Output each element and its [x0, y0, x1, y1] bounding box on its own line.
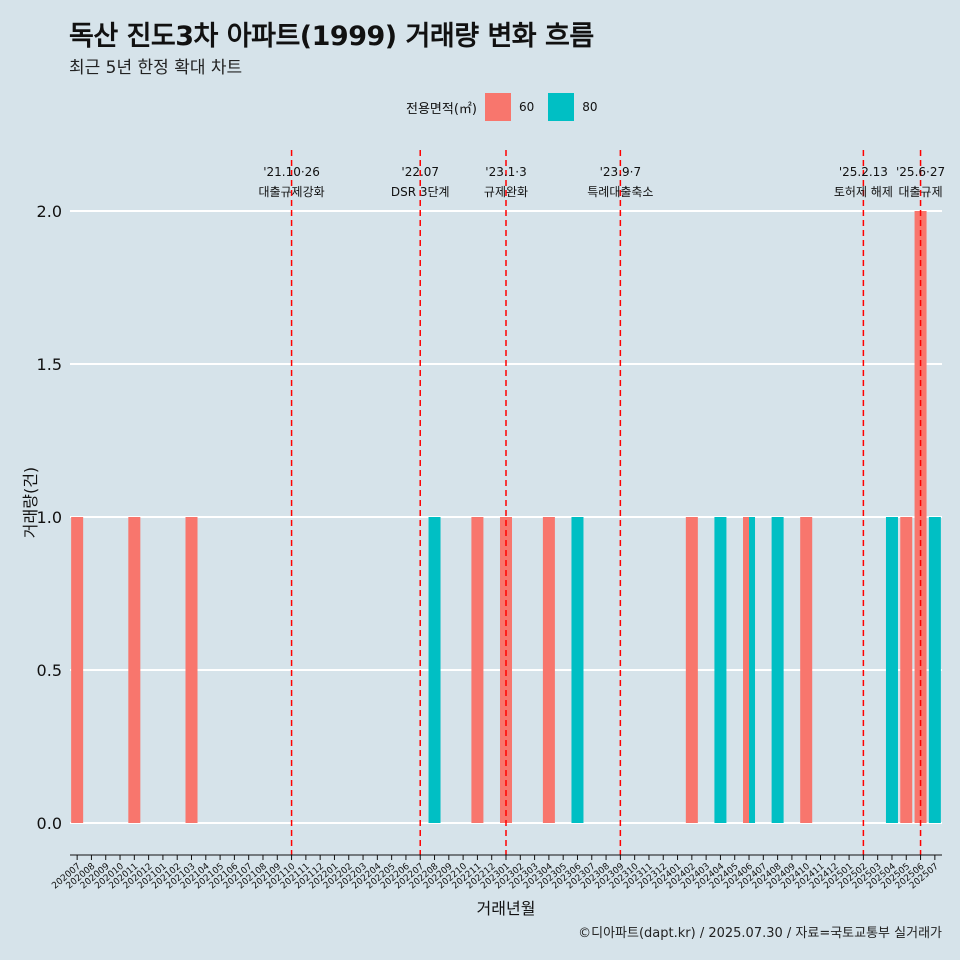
bar-80-202406 [749, 517, 756, 823]
legend-key-60 [484, 93, 511, 121]
bar-60-202506 [914, 211, 927, 823]
legend-label-60: 60 [518, 100, 535, 114]
bar-80-202306 [571, 517, 584, 823]
caption: ©디아파트(dapt.kr) / 2025.07.30 / 자료=국토교통부 실… [578, 926, 942, 941]
bar-60-202410 [800, 517, 813, 823]
event-label: 특례대출축소 [587, 185, 653, 199]
event-label: 규제완화 [484, 185, 528, 199]
event-label: 대출규제 [898, 185, 942, 199]
event-date: '25.2.13 [839, 165, 888, 179]
bar-80-202507 [928, 517, 941, 823]
bar-80-202404 [714, 517, 727, 823]
chart-title: 독산 진도3차 아파트(1999) 거래량 변화 흐름 [69, 21, 594, 52]
legend-label-80: 80 [582, 100, 598, 114]
bar-80-202408 [771, 517, 784, 823]
legend-key-80 [548, 93, 575, 121]
bar-80-202208 [428, 517, 441, 823]
y-tick-label: 1.0 [37, 508, 62, 527]
bar-60-202103 [185, 517, 198, 823]
event-date: '22.07 [401, 165, 439, 179]
event-date: '23.1·3 [485, 165, 526, 179]
legend-title: 전용면적(㎡) [406, 101, 477, 117]
bar-60-202505 [900, 517, 913, 823]
event-date: '23.9·7 [600, 165, 641, 179]
bar-60-202402 [685, 517, 698, 823]
legend: 전용면적(㎡) 60 80 [406, 92, 612, 122]
event-date: '25.6·27 [896, 165, 945, 179]
bar-80-202504 [885, 517, 898, 823]
bar-60-202406 [743, 517, 750, 823]
y-tick-label: 2.0 [37, 202, 62, 221]
event-label: DSR 3단계 [391, 185, 450, 199]
chart-subtitle: 최근 5년 한정 확대 차트 [69, 58, 243, 78]
y-tick-label: 1.5 [37, 355, 62, 374]
x-axis-title: 거래년월 [477, 899, 536, 918]
bar-60-202211 [471, 517, 484, 823]
event-date: '21.10·26 [263, 165, 320, 179]
bar-60-202007 [71, 517, 84, 823]
y-tick-label: 0.5 [37, 661, 62, 680]
event-label: 대출규제강화 [258, 185, 324, 199]
y-axis-title: 거래량(건) [21, 467, 40, 538]
y-tick-label: 0.0 [37, 814, 62, 833]
bar-60-202011 [128, 517, 141, 823]
bar-60-202304 [542, 517, 555, 823]
event-label: 토허제 해제 [834, 185, 893, 199]
